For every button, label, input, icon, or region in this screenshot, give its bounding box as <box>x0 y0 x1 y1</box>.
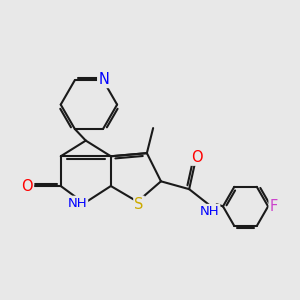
Text: S: S <box>134 197 144 212</box>
Text: NH: NH <box>200 205 219 218</box>
Text: O: O <box>21 178 33 194</box>
Text: N: N <box>98 72 109 87</box>
Text: O: O <box>191 150 203 165</box>
Text: NH: NH <box>68 197 87 210</box>
Text: F: F <box>270 199 278 214</box>
